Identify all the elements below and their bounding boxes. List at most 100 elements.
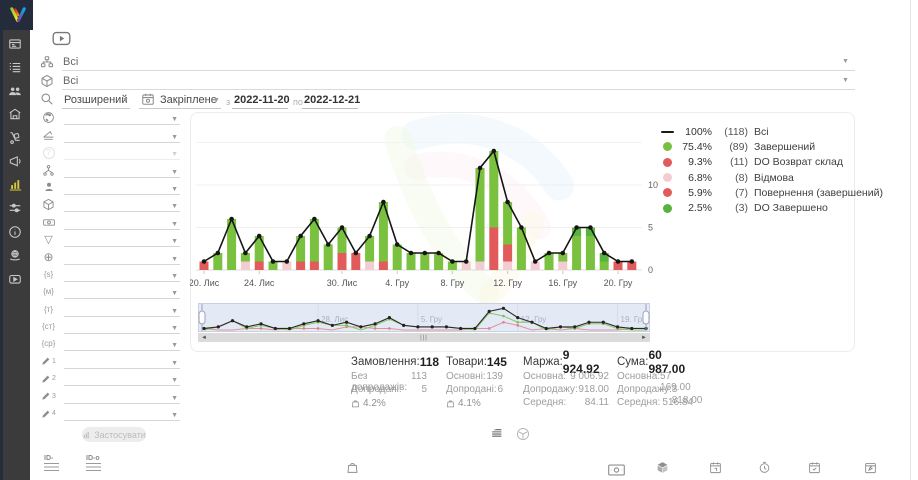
utm-content-select[interactable]: ▼ — [64, 320, 180, 335]
svg-text:10: 10 — [648, 180, 658, 190]
legend-item-declined[interactable]: 6.8% (8) Відмова — [658, 170, 883, 185]
filter-row-question: ? ▼ — [40, 143, 180, 161]
custom-field-2-select[interactable]: ▼ — [64, 372, 180, 387]
column-payment[interactable] — [608, 464, 625, 476]
chart-icon — [83, 431, 91, 439]
utm-medium-select[interactable]: ▼ — [64, 285, 180, 300]
svg-text:5. Гру: 5. Гру — [421, 315, 442, 324]
vertical-scrollbar[interactable] — [910, 0, 911, 480]
sidebar-item-statistics[interactable] — [0, 173, 30, 197]
chart-card — [190, 112, 855, 352]
filter-row-utm-medium: {м} ▼ — [40, 282, 180, 300]
utm-content-icon: {ст} — [41, 322, 55, 332]
scroll-left-icon[interactable]: ◄ — [201, 334, 207, 341]
app-logo[interactable] — [0, 0, 33, 30]
legend-item-do-completed[interactable]: 2.5% (3) DO Завершено — [658, 200, 883, 215]
svg-text:16. Гру: 16. Гру — [548, 278, 577, 288]
sidebar-item-info[interactable] — [0, 220, 30, 244]
country-select[interactable]: ▼ — [64, 111, 180, 126]
list-lines-icon — [86, 463, 101, 473]
filter-row-payment: ▼ — [40, 212, 180, 230]
dot-swatch — [662, 142, 672, 152]
dashboard-icon — [9, 39, 21, 49]
column-bag[interactable] — [346, 461, 359, 474]
utm-source-select[interactable]: ▼ — [64, 268, 180, 282]
chevron-down-icon: ▼ — [213, 97, 220, 104]
column-package[interactable] — [656, 461, 669, 474]
svg-text:4. Гру: 4. Гру — [385, 278, 409, 288]
product-select[interactable]: ▼ — [64, 198, 180, 213]
package-icon — [657, 462, 668, 473]
utm-term-select[interactable]: ▼ — [64, 303, 180, 317]
utm-campaign-select[interactable]: ▼ — [64, 337, 180, 352]
site-select[interactable]: ▼ — [64, 251, 180, 265]
list-view-button[interactable] — [490, 427, 503, 441]
sidebar-item-support[interactable] — [0, 244, 30, 268]
upsell-bag-icon — [352, 400, 359, 408]
filter-row-site: ⊕ ▼ — [40, 247, 180, 265]
chevron-down-icon: ▼ — [842, 58, 849, 65]
sidebar-item-orders[interactable] — [0, 56, 30, 80]
column-id-offer[interactable]: ID-о — [86, 455, 101, 473]
custom-field-4-select[interactable]: ▼ — [64, 407, 180, 422]
svg-text:12. Гру: 12. Гру — [493, 278, 522, 288]
info-icon — [9, 225, 21, 238]
filter-row-country: ▼ — [40, 108, 180, 126]
column-id-order[interactable]: ID- — [44, 455, 59, 473]
calendar-edit-icon — [865, 462, 876, 474]
sidebar-item-settings[interactable] — [0, 197, 30, 221]
filter-row-manager: ▼ — [40, 178, 180, 195]
filter-row-status: ▼ — [40, 125, 180, 143]
funnel-select[interactable]: ▼ — [64, 233, 180, 248]
custom-field-3-select[interactable]: ▼ — [64, 390, 180, 404]
stat-orders: Замовлення: 118 Без допродажів: 113 Допрод… — [351, 355, 440, 409]
structure-select[interactable]: ▼ — [64, 164, 180, 178]
custom-field-1-select[interactable]: ▼ — [64, 355, 180, 369]
sidebar-item-logistics[interactable] — [0, 126, 30, 150]
search-mode-select[interactable]: Розширений — [64, 94, 128, 106]
status-select[interactable]: ▼ — [64, 129, 180, 143]
payment-select[interactable]: ▼ — [64, 216, 180, 230]
filter-row-funnel: ▽ ▼ — [40, 230, 180, 248]
main-chart[interactable]: 0 5 10 20. Лис 24. Лис 30. Лис 4. Гру 8. Гру 12.… — [190, 112, 855, 352]
column-date-paid[interactable] — [808, 461, 821, 474]
logo-icon — [10, 7, 26, 23]
scroll-right-icon[interactable]: ► — [641, 334, 647, 341]
period-mode-select[interactable]: Закріплене — [160, 94, 217, 106]
video-tutorial-button[interactable] — [52, 31, 71, 46]
date-to-input[interactable]: 2022-12-21 — [304, 94, 361, 106]
sidebar-item-video[interactable] — [0, 267, 30, 291]
horizontal-scrollbar[interactable]: ◄ ||| ► — [198, 333, 650, 342]
legend-item-completed[interactable]: 75.4% (89) Завершений — [658, 139, 883, 154]
legend-item-return-warehouse[interactable]: 9.3% (11) DO Возврат склад — [658, 155, 883, 170]
date-from-label: з — [226, 97, 231, 107]
grid-view-button[interactable] — [516, 427, 530, 441]
range-navigator[interactable]: 28. Лис 5. Гру 12. Гру 19. Гру — [198, 303, 650, 332]
apply-button[interactable]: Застосувати — [82, 427, 146, 442]
sidebar-item-marketing[interactable] — [0, 150, 30, 174]
pencil-3-icon: 3 — [40, 389, 57, 404]
filter-row-utm-term: {т} ▼ — [40, 299, 180, 317]
legend-item-returned[interactable]: 5.9% (7) Повернення (завершений) — [658, 185, 883, 200]
sliders-icon — [9, 203, 21, 213]
date-from-input[interactable]: 2022-11-20 — [234, 94, 290, 106]
date-to-label: по — [293, 97, 303, 107]
column-date[interactable] — [709, 461, 722, 474]
dot-swatch — [662, 188, 672, 198]
sidebar-nav — [0, 32, 30, 291]
sidebar-item-dashboard[interactable] — [0, 32, 30, 56]
svg-text:0: 0 — [648, 265, 653, 275]
legend-item-all[interactable]: 100% (118) Всі — [658, 124, 883, 139]
product-filter-select[interactable]: Всі — [63, 75, 79, 87]
entity-filter-select[interactable]: Всі — [63, 56, 79, 68]
sidebar-item-customers[interactable] — [0, 79, 30, 103]
entity-filter-underline — [62, 70, 855, 71]
column-date-updated[interactable] — [864, 461, 877, 474]
filter-panel: ▼ ▼ ? ▼ ▼ ▼ ▼ ▼ ▽ ▼ ⊕ ▼ {s} ▼ {м} ▼ {т} ▼ {ст}… — [40, 108, 180, 422]
manager-select[interactable]: ▼ — [64, 181, 180, 195]
calendar-check-icon — [809, 462, 820, 474]
svg-text:24. Лис: 24. Лис — [244, 278, 275, 288]
column-time[interactable] — [758, 461, 771, 474]
scroll-grip-icon[interactable]: ||| — [420, 334, 428, 341]
sidebar-item-warehouse[interactable] — [0, 103, 30, 127]
